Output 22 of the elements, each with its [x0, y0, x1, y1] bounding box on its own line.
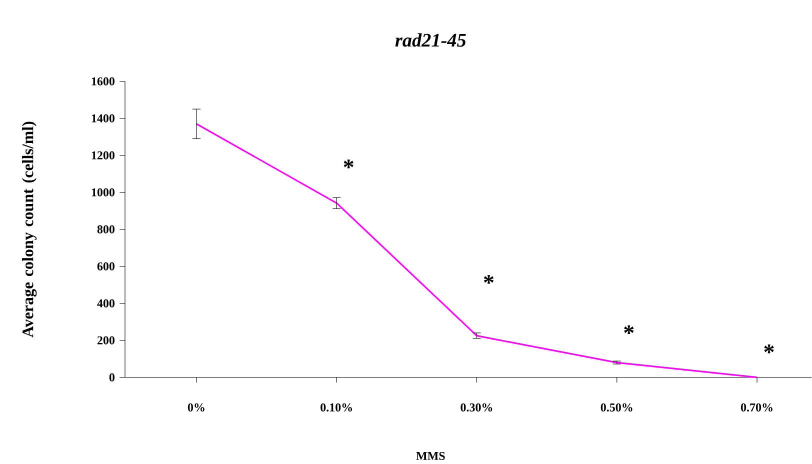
x-tick-label: 0.50%: [600, 403, 632, 412]
y-tick-label: 1400: [92, 114, 114, 122]
y-tick-label: 200: [97, 336, 114, 344]
x-tick-label: 0%: [188, 403, 204, 412]
y-tick-label: 800: [97, 225, 114, 234]
annotation: *: [764, 344, 774, 354]
line-series: [196, 123, 758, 378]
y-tick-label: 600: [97, 262, 114, 270]
y-axis-title: Average colony count (cells/ml): [22, 122, 37, 338]
annotation: *: [344, 160, 354, 168]
y-tick-label: 0: [109, 373, 114, 382]
x-tick-label: 0.70%: [740, 403, 772, 412]
chart-title: rad21-45: [395, 33, 466, 47]
y-tick-label: 1000: [92, 188, 114, 196]
x-tick-label: 0.10%: [320, 403, 352, 412]
x-tick-label: 0.30%: [460, 403, 492, 412]
y-tick-label: 1200: [92, 151, 114, 160]
y-tick-label: 400: [97, 299, 114, 308]
y-tick-label: 1600: [92, 77, 114, 86]
annotation: *: [624, 325, 634, 334]
annotation: *: [484, 275, 494, 284]
x-axis-title: MMS: [416, 452, 445, 460]
